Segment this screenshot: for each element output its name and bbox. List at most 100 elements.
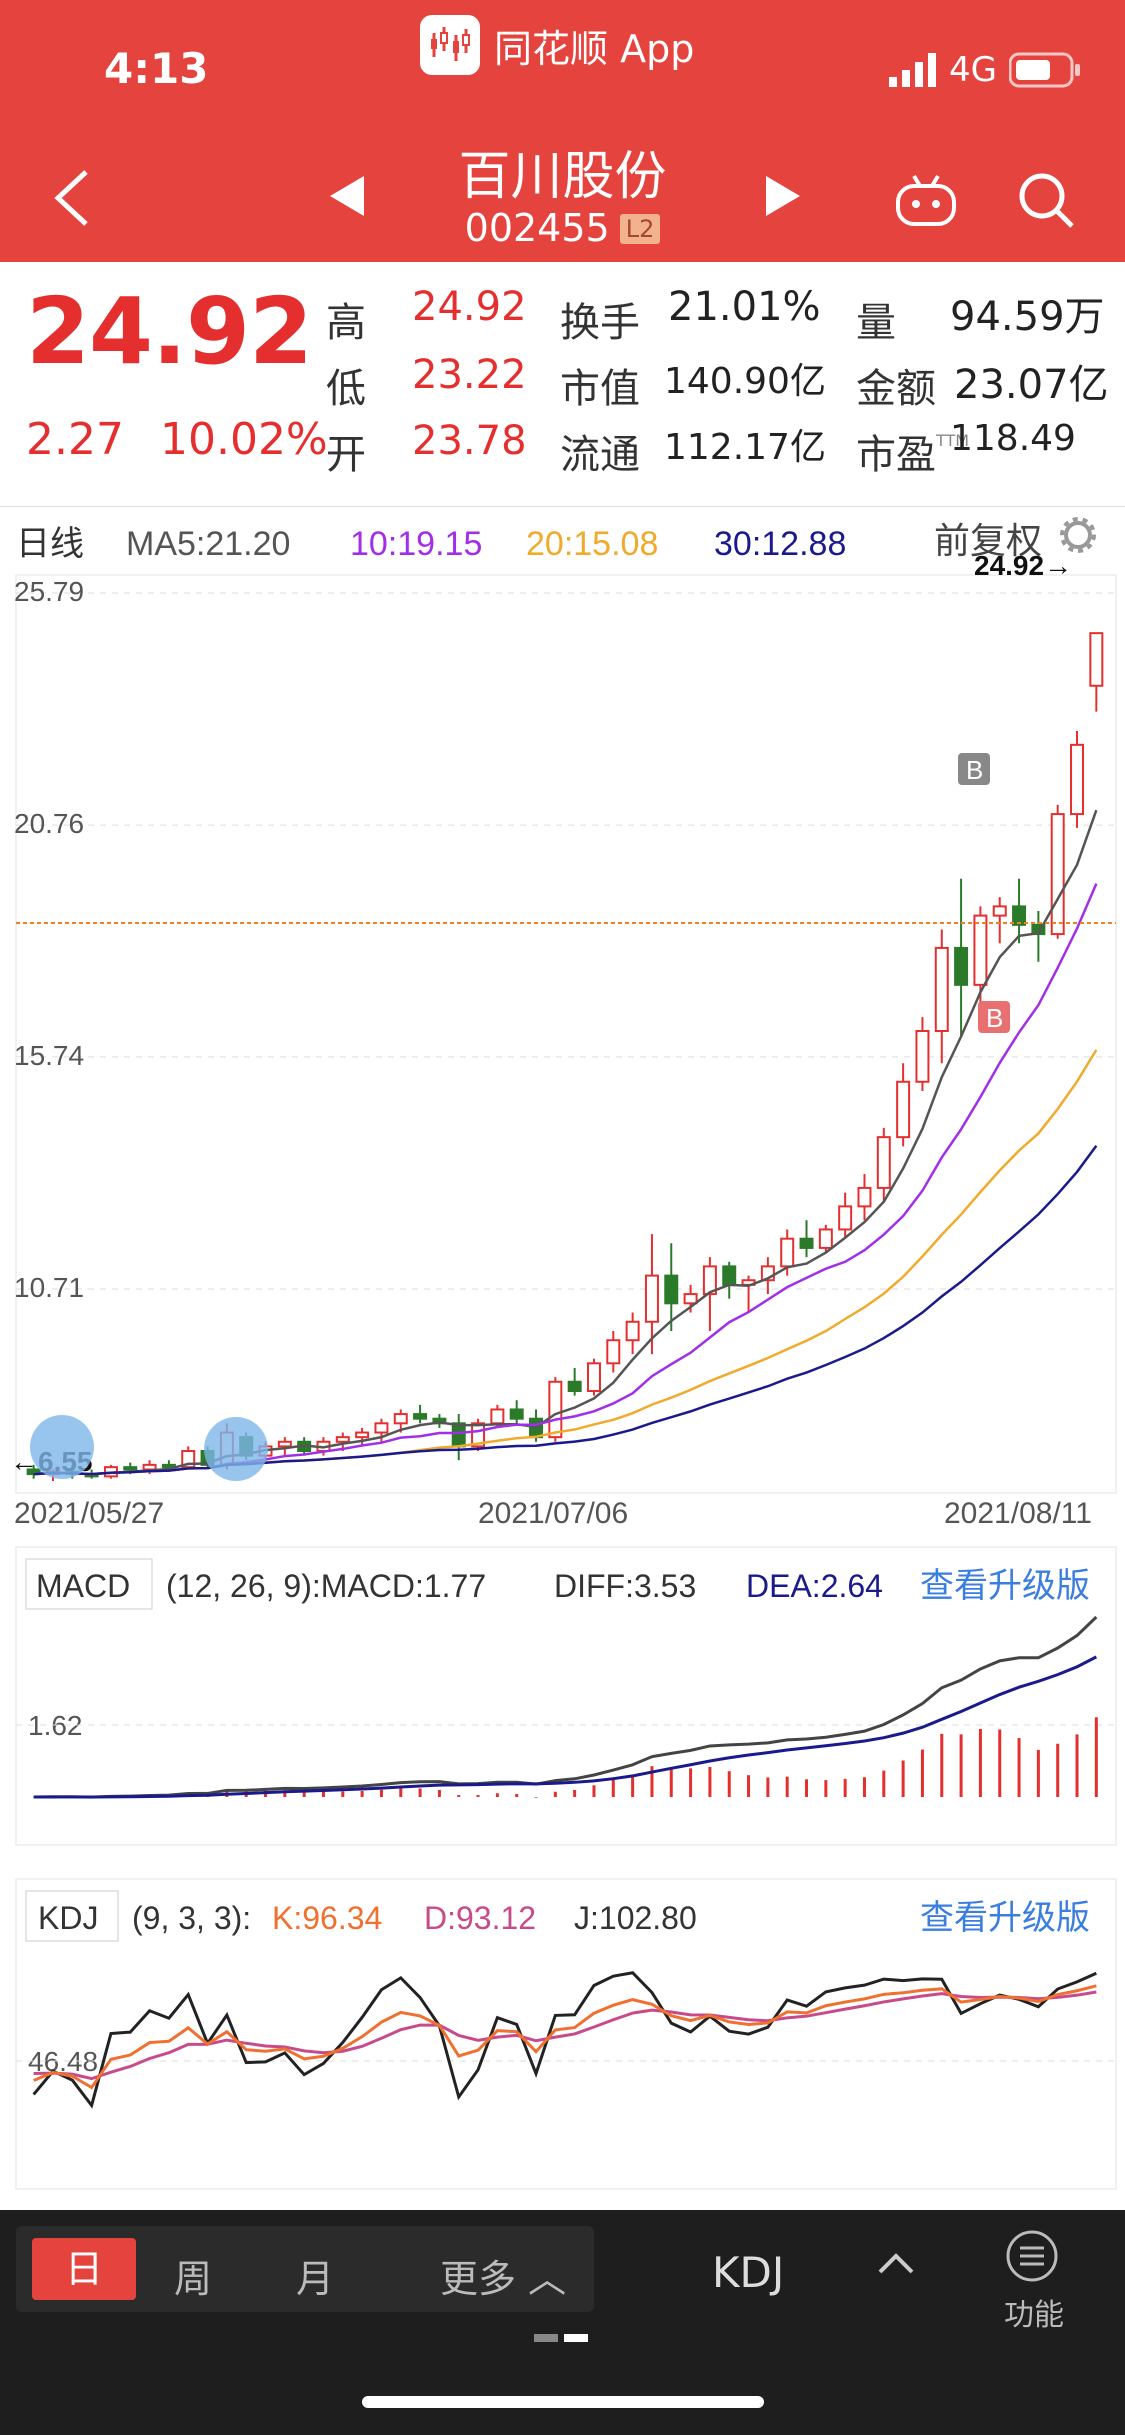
pe-label-text: 市盈 — [856, 432, 936, 478]
status-indicators: 4G — [889, 50, 1081, 90]
robot-assistant-icon[interactable] — [894, 172, 958, 228]
stock-code-row: 002455 L2 — [0, 206, 1125, 250]
tab-month[interactable]: 月 — [296, 2257, 335, 2301]
buy-marker-bottom[interactable]: B — [978, 1001, 1010, 1033]
buy-marker-bottom-label: B — [986, 1003, 1003, 1033]
macd-params: (12, 26, 9):MACD:1.77 — [166, 1568, 486, 1604]
candle-body — [838, 1205, 853, 1231]
next-stock-icon[interactable] — [764, 176, 800, 216]
tab-week[interactable]: 周 — [174, 2257, 213, 2301]
pe-value: 118.49 — [950, 418, 1076, 459]
kline-svg[interactable]: 日线 MA5:21.20 10:19.15 20:15.08 30:12.88 … — [0, 507, 1125, 2207]
stock-name: 百川股份 — [458, 147, 667, 207]
menu-circle-icon[interactable] — [1004, 2228, 1070, 2284]
more-label: 更多 — [440, 2257, 517, 2301]
y-tick: 25.79 — [14, 576, 84, 607]
y-tick: 10.71 — [14, 1272, 84, 1303]
candle-body — [625, 1320, 640, 1342]
ma30-label: 30:12.88 — [714, 525, 846, 563]
candle-body — [1070, 743, 1085, 816]
candle-body — [857, 1186, 872, 1208]
last-price: 24.92 — [26, 278, 313, 385]
app-badge[interactable]: 同花顺 App — [420, 14, 694, 76]
kdj-upgrade-link[interactable]: 查看升级版 — [920, 1899, 1090, 1937]
amount-label: 金额 — [856, 366, 936, 412]
period-label[interactable]: 日线 — [16, 525, 84, 563]
candle-body — [413, 1413, 428, 1420]
price-change: 2.27 10.02% — [26, 414, 328, 465]
volume-label: 量 — [856, 300, 896, 346]
date-end: 2021/08/11 — [944, 1497, 1092, 1530]
prev-stock-icon[interactable] — [330, 176, 366, 216]
candle-body — [973, 914, 988, 986]
mcap-value: 140.90亿 — [664, 361, 826, 402]
kdj-frame — [15, 1878, 1117, 2190]
back-icon[interactable] — [48, 168, 100, 228]
status-time: 4:13 — [104, 44, 209, 93]
gear-icon[interactable] — [1060, 517, 1096, 553]
macd-diff: DIFF:3.53 — [554, 1568, 696, 1604]
func-label[interactable]: 功能 — [1004, 2298, 1064, 2333]
candle-body — [471, 1422, 486, 1448]
date-start: 2021/05/27 — [14, 1497, 164, 1530]
open-value: 23.78 — [412, 418, 527, 464]
dea-line — [33, 1655, 1098, 1799]
macd-name: MACD — [36, 1568, 130, 1604]
more-button[interactable]: 更多 ︿ — [440, 2248, 566, 2303]
y-tick: 20.76 — [14, 808, 84, 839]
ma10-label: 10:19.15 — [350, 525, 482, 563]
stock-header: 4:13 同花顺 App 4G 百川股份 002455 L2 — [0, 0, 1125, 262]
candle-body — [992, 905, 1007, 917]
candles — [26, 632, 1104, 1481]
low-label: 低 — [326, 366, 366, 412]
volume-value: 94.59万 — [950, 294, 1105, 340]
ma20-label: 20:15.08 — [526, 525, 658, 563]
candle-body — [374, 1422, 389, 1434]
macd-dea: DEA:2.64 — [746, 1568, 883, 1604]
candle-body — [1012, 905, 1027, 926]
float-label: 流通 — [560, 432, 640, 478]
kline-y-ticks: 25.79 20.76 15.74 10.71 — [14, 576, 84, 1303]
low-value: 23.22 — [412, 352, 527, 398]
adjust-label[interactable]: 前复权 — [934, 520, 1042, 561]
candle-body — [780, 1237, 795, 1268]
search-icon[interactable] — [1014, 168, 1078, 232]
kdj-d: D:93.12 — [424, 1900, 536, 1936]
change-percent: 10.02% — [159, 414, 328, 465]
y-tick: 15.74 — [14, 1040, 84, 1071]
candle-body — [644, 1274, 659, 1323]
app-logo-icon — [420, 15, 480, 75]
kdj-tick: 46.48 — [28, 2046, 98, 2077]
macd-upgrade-link[interactable]: 查看升级版 — [920, 1567, 1090, 1605]
candle-body — [123, 1466, 138, 1471]
chevron-up-icon: ︿ — [528, 2257, 567, 2301]
chart-area[interactable]: 日线 MA5:21.20 10:19.15 20:15.08 30:12.88 … — [0, 506, 1125, 2209]
buy-marker-top[interactable]: B — [958, 753, 990, 785]
change-amount: 2.27 — [26, 414, 124, 465]
candle-body — [567, 1380, 582, 1392]
candle-body — [934, 946, 949, 1032]
candle-body — [509, 1408, 524, 1420]
network-type: 4G — [949, 50, 997, 90]
tab-day[interactable]: 日 — [32, 2238, 136, 2300]
drag-handle-left[interactable] — [30, 1415, 94, 1479]
stock-code: 002455 — [464, 206, 610, 250]
kdj-name-box[interactable] — [25, 1890, 119, 1942]
kdj-params: (9, 3, 3): — [132, 1900, 251, 1936]
indicator-select[interactable]: KDJ — [712, 2248, 785, 2297]
l2-badge[interactable]: L2 — [619, 214, 661, 244]
macd-bars — [51, 1717, 1098, 1798]
candle-body — [142, 1463, 157, 1471]
kline-grid — [16, 592, 1116, 1290]
kdj-j: J:102.80 — [574, 1900, 697, 1936]
app-name: 同花顺 App — [494, 26, 695, 71]
j-line — [32, 1971, 1097, 2109]
drag-handle-right[interactable] — [204, 1417, 268, 1481]
diff-line — [33, 1615, 1098, 1799]
ma30-line — [33, 1144, 1098, 1476]
chevron-up-icon[interactable] — [876, 2244, 916, 2284]
macd-name-box[interactable] — [25, 1558, 153, 1610]
kline-frame — [15, 574, 1117, 1494]
pe-ttm-sup: TTM — [936, 431, 970, 450]
candle-body — [548, 1380, 563, 1439]
